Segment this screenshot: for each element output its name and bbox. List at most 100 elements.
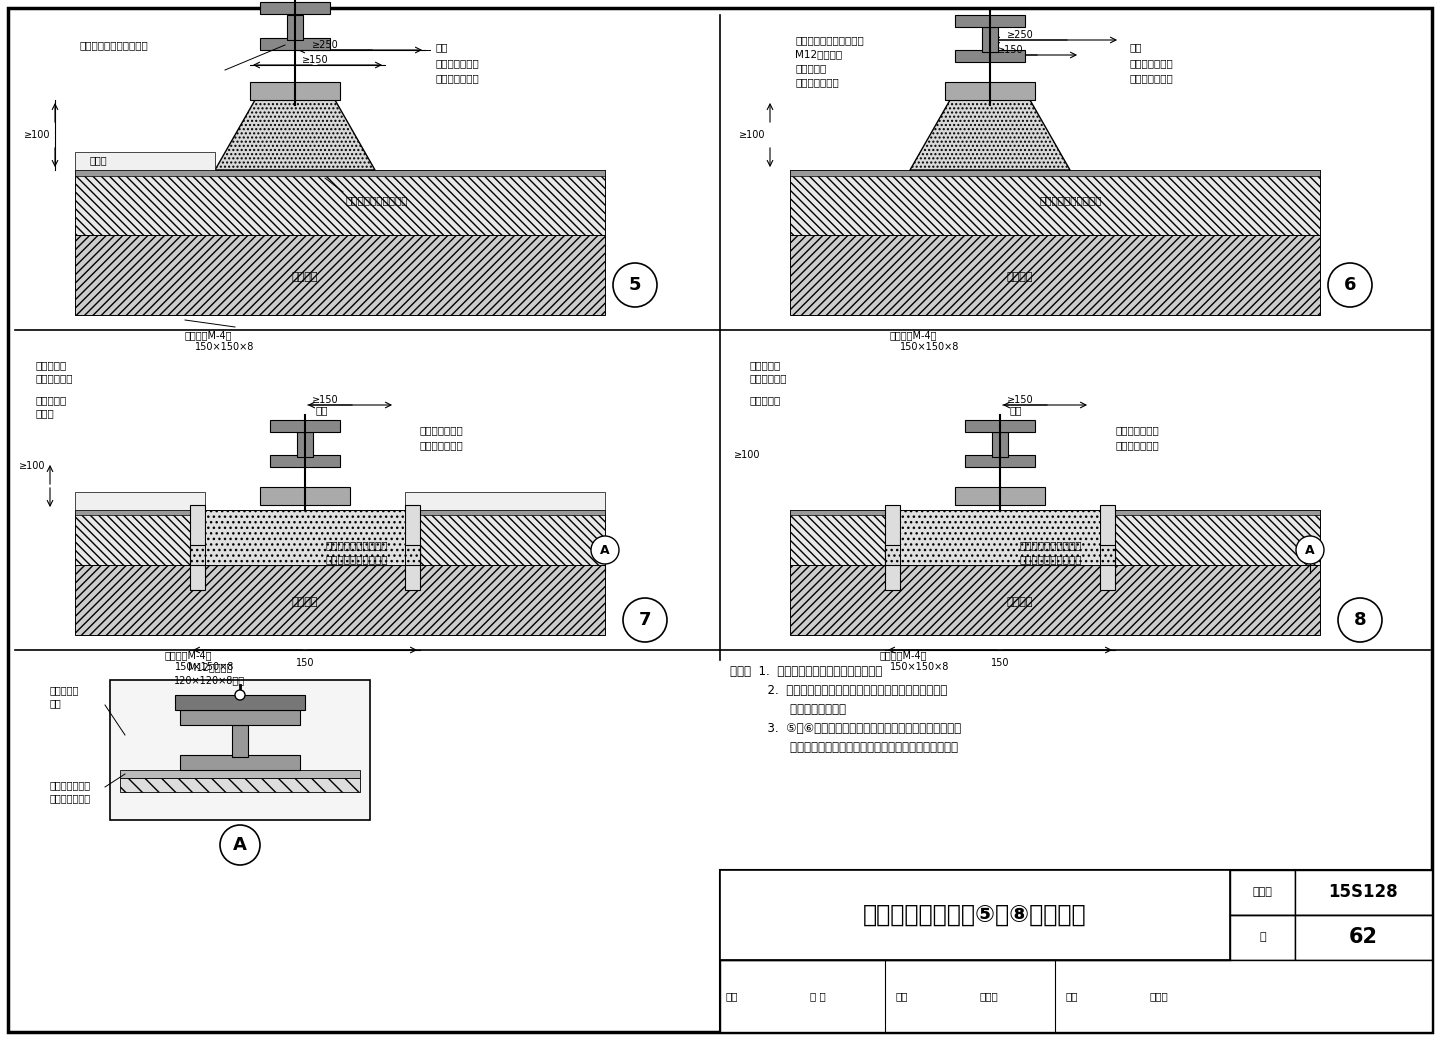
Polygon shape	[215, 100, 374, 170]
Bar	[791, 170, 1320, 235]
Bar	[271, 420, 340, 432]
Text: 150×150×8: 150×150×8	[890, 662, 949, 672]
Text: 钢梁: 钢梁	[1009, 405, 1022, 415]
Text: 150×150×8: 150×150×8	[900, 342, 959, 352]
Bar	[190, 545, 420, 565]
Bar	[120, 770, 360, 778]
Text: 预埋件（M-4）: 预埋件（M-4）	[184, 330, 232, 340]
Text: ≥100: ≥100	[19, 461, 45, 471]
Text: 屋面做法详见单体设计: 屋面做法详见单体设计	[325, 554, 387, 564]
Bar	[791, 510, 900, 515]
Text: 150: 150	[295, 658, 314, 668]
Text: 7: 7	[639, 612, 651, 629]
Circle shape	[1296, 536, 1323, 564]
Text: 主体结构: 主体结构	[1007, 272, 1034, 282]
Text: 设计: 设计	[1066, 991, 1077, 1002]
Text: 150×150×8: 150×150×8	[194, 342, 255, 352]
Text: M12螺栓焊接: M12螺栓焊接	[187, 662, 232, 672]
Text: A: A	[233, 836, 246, 854]
Text: 屋面做法详见单体设计: 屋面做法详见单体设计	[1040, 196, 1103, 205]
Bar	[1295, 870, 1431, 915]
Bar	[120, 778, 360, 792]
Bar	[1100, 510, 1320, 565]
Text: 用防水油膏填实: 用防水油膏填实	[1130, 73, 1174, 83]
Text: 钢梁: 钢梁	[435, 42, 448, 52]
Bar	[261, 487, 350, 505]
Bar	[261, 38, 330, 50]
Text: 密封胶封严: 密封胶封严	[795, 63, 827, 73]
Text: A: A	[1305, 544, 1315, 556]
Bar	[955, 487, 1045, 505]
Text: 地面砖: 地面砖	[35, 408, 53, 418]
Bar	[720, 960, 1431, 1032]
Bar	[405, 510, 605, 565]
Text: 主体结构: 主体结构	[292, 272, 318, 282]
Bar	[1295, 915, 1431, 960]
Text: 集热器支架（厂家提供）: 集热器支架（厂家提供）	[81, 40, 148, 50]
Text: 预埋件（M-4）: 预埋件（M-4）	[166, 650, 213, 660]
Text: 保温材料的承受能力和混凝土墩的荷载进行模拟计算。: 保温材料的承受能力和混凝土墩的荷载进行模拟计算。	[730, 742, 958, 754]
Text: 说明：  1.  屋面具体做法详见个体工程设计。: 说明： 1. 屋面具体做法详见个体工程设计。	[730, 665, 883, 678]
Text: 集热器支架: 集热器支架	[35, 360, 66, 370]
Text: 屋面做法详见单体设计: 屋面做法详见单体设计	[346, 196, 408, 205]
Bar	[75, 492, 204, 510]
Bar	[982, 27, 998, 52]
Circle shape	[1338, 598, 1382, 642]
Text: A: A	[600, 544, 609, 556]
Bar	[190, 505, 204, 590]
Bar	[1100, 510, 1320, 515]
Bar	[75, 152, 215, 170]
Text: 螺栓穿防水层处: 螺栓穿防水层处	[1130, 58, 1174, 68]
Bar	[955, 15, 1025, 27]
Text: 62: 62	[1349, 927, 1378, 947]
Text: 3.  ⑤、⑥混凝土墩放置在保温层上方，故在设计时需根据: 3. ⑤、⑥混凝土墩放置在保温层上方，故在设计时需根据	[730, 722, 960, 735]
Text: 聚合物水泥砂浆: 聚合物水泥砂浆	[795, 77, 838, 87]
Text: 地面砖: 地面砖	[89, 155, 108, 165]
Text: 审核: 审核	[724, 991, 737, 1002]
Text: 6: 6	[1344, 276, 1356, 294]
Bar	[261, 2, 330, 14]
Text: ≥150: ≥150	[311, 395, 338, 405]
Text: 5: 5	[629, 276, 641, 294]
Bar	[900, 510, 1100, 565]
Text: 平屋面集热器安装⑤～⑧基座详图: 平屋面集热器安装⑤～⑧基座详图	[863, 903, 1087, 927]
Bar	[232, 725, 248, 757]
Text: 鲁永飞: 鲁永飞	[981, 991, 999, 1002]
Text: 要求由厂家提供。: 要求由厂家提供。	[730, 703, 847, 716]
Bar	[176, 695, 305, 710]
Text: 保温做法详见单体设计: 保温做法详见单体设计	[1020, 540, 1083, 550]
Text: ≥250: ≥250	[1007, 30, 1034, 40]
Bar	[791, 170, 1320, 176]
Bar	[251, 82, 340, 100]
Text: 用防水油膏填实: 用防水油膏填实	[50, 794, 91, 803]
Text: （厂家提供）: （厂家提供）	[750, 373, 788, 383]
Text: 2.  集热器及其连接件的尺寸、规格、荷载、位置及安全: 2. 集热器及其连接件的尺寸、规格、荷载、位置及安全	[730, 684, 948, 697]
Bar	[405, 510, 605, 515]
Text: 靳晓磊: 靳晓磊	[1151, 991, 1169, 1002]
Text: 螺栓穿防水层处: 螺栓穿防水层处	[420, 425, 464, 435]
Text: 主体结构: 主体结构	[1007, 597, 1034, 607]
Bar	[965, 456, 1035, 467]
Bar	[965, 420, 1035, 432]
Bar	[405, 492, 605, 510]
Text: 集热器支架: 集热器支架	[750, 360, 782, 370]
Text: ≥100: ≥100	[739, 130, 765, 140]
Bar	[75, 235, 605, 315]
Text: （厂家提供）: （厂家提供）	[35, 373, 72, 383]
Text: ≥150: ≥150	[1007, 395, 1034, 405]
Bar	[75, 170, 605, 235]
Circle shape	[613, 263, 657, 307]
Bar	[945, 82, 1035, 100]
Circle shape	[624, 598, 667, 642]
Text: 密封胶封严: 密封胶封严	[35, 395, 66, 405]
Text: 主体结构: 主体结构	[292, 597, 318, 607]
Text: 钢梁: 钢梁	[1130, 42, 1142, 52]
Bar	[109, 680, 370, 820]
Text: 集热器支架（厂家提供）: 集热器支架（厂家提供）	[795, 35, 864, 45]
Text: 用防水油膏填实: 用防水油膏填实	[435, 73, 478, 83]
Text: 密封胶封严: 密封胶封严	[50, 685, 79, 695]
Bar	[992, 432, 1008, 457]
Text: 用防水油膏填实: 用防水油膏填实	[420, 440, 464, 450]
Bar	[75, 510, 204, 565]
Text: 预埋件（M-4）: 预埋件（M-4）	[880, 650, 927, 660]
